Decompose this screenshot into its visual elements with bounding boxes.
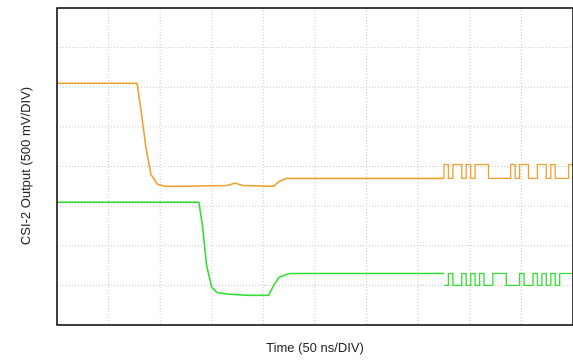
series-2-trace: [57, 201, 444, 297]
series-2-data-burst: [444, 272, 573, 287]
series-1-data-burst: [443, 163, 573, 180]
grid: [57, 8, 573, 325]
traces: [57, 82, 573, 297]
y-axis-label: CSI-2 Output (500 mV/DIV): [18, 87, 33, 245]
x-axis-label: Time (50 ns/DIV): [266, 340, 364, 355]
plot-frame: [56, 7, 573, 326]
series-1-trace: [57, 82, 444, 188]
